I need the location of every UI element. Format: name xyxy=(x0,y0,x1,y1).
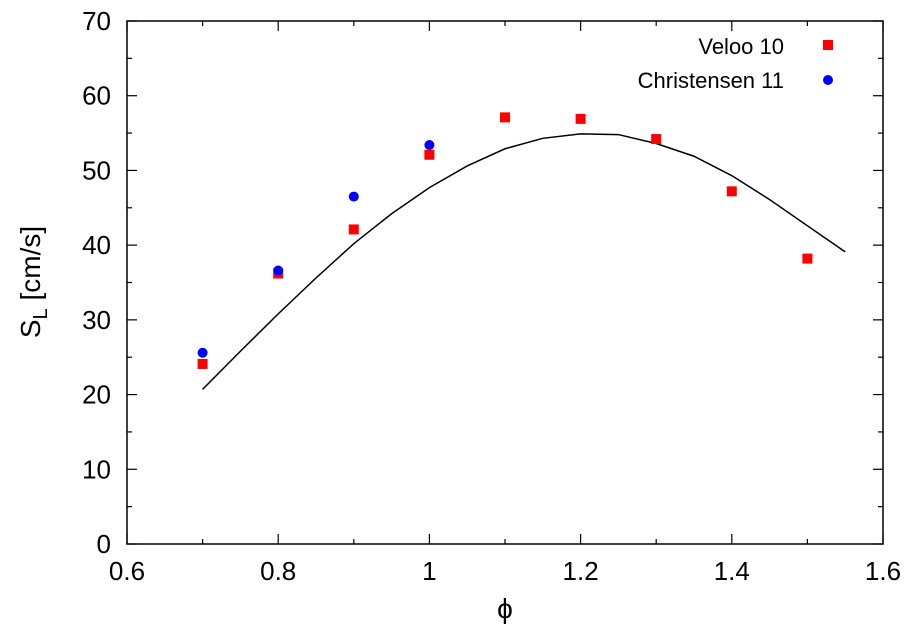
x-tick-label: 1.4 xyxy=(714,556,750,586)
fit-line-layer xyxy=(202,133,846,390)
y-axis-label-main: S xyxy=(15,319,46,338)
y-tick-label: 30 xyxy=(82,305,111,335)
legend-item-veloo: Veloo 10 xyxy=(698,34,833,59)
fit-line xyxy=(202,133,846,390)
data-point-veloo xyxy=(575,113,586,124)
data-point-veloo xyxy=(500,112,510,123)
data-point-christensen xyxy=(424,140,435,151)
y-tick-label: 20 xyxy=(82,380,111,410)
legend: Veloo 10 Christensen 11 xyxy=(638,34,833,93)
y-tick-label: 0 xyxy=(97,529,111,559)
data-point-christensen xyxy=(197,347,208,358)
x-tick-label: 1 xyxy=(422,556,436,586)
data-point-veloo xyxy=(802,253,813,264)
y-axis-label-unit: [cm/s] xyxy=(15,226,46,308)
legend-label-veloo: Veloo 10 xyxy=(698,34,784,59)
axis-ticks xyxy=(126,20,884,545)
x-tick-label: 1.6 xyxy=(865,556,901,586)
plot-frame xyxy=(126,20,884,545)
x-tick-label: 1.2 xyxy=(563,556,599,586)
legend-marker-circle xyxy=(823,75,833,85)
data-point-veloo xyxy=(651,134,662,145)
y-tick-label: 10 xyxy=(82,454,111,484)
x-tick-label: 0.8 xyxy=(260,556,296,586)
y-tick-label: 50 xyxy=(82,155,111,185)
y-tick-label: 40 xyxy=(82,230,111,260)
data-point-veloo xyxy=(424,149,435,160)
data-point-veloo xyxy=(348,224,359,235)
x-axis-label: ϕ xyxy=(497,593,513,624)
data-points-layer xyxy=(197,112,813,369)
y-axis-label: SL [cm/s] xyxy=(15,226,52,338)
axis-tick-labels: 0.6 0.8 1 1.2 1.4 1.6 0 10 20 30 40 50 60 70 xyxy=(82,6,901,586)
x-tick-label: 0.6 xyxy=(109,556,145,586)
y-axis-label-sub: L xyxy=(30,308,52,319)
legend-item-christensen: Christensen 11 xyxy=(638,68,833,93)
data-point-christensen xyxy=(273,265,284,276)
legend-marker-square xyxy=(823,40,833,50)
data-point-christensen xyxy=(348,191,359,202)
data-point-veloo xyxy=(726,186,737,197)
data-point-veloo xyxy=(197,358,208,369)
y-tick-label: 60 xyxy=(82,81,111,111)
y-tick-label: 70 xyxy=(82,6,111,36)
legend-label-christensen: Christensen 11 xyxy=(638,68,784,93)
